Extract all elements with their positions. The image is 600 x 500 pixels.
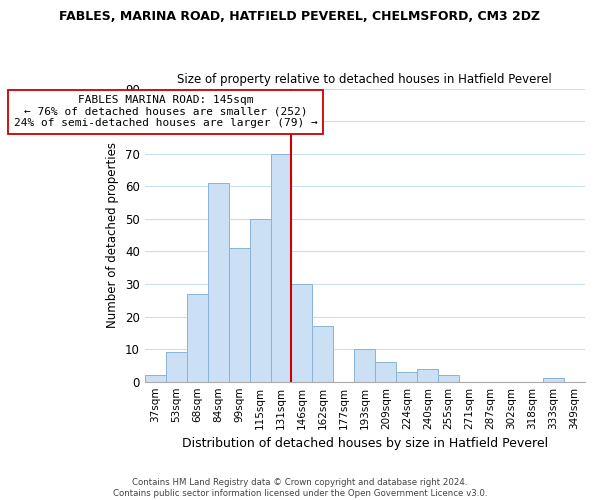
Bar — [397, 372, 417, 382]
Text: Contains HM Land Registry data © Crown copyright and database right 2024.
Contai: Contains HM Land Registry data © Crown c… — [113, 478, 487, 498]
Bar — [376, 362, 397, 382]
Bar — [271, 154, 292, 382]
Bar — [250, 219, 271, 382]
Bar — [187, 294, 208, 382]
Bar — [543, 378, 564, 382]
Bar — [417, 368, 438, 382]
Bar — [145, 375, 166, 382]
Text: FABLES MARINA ROAD: 145sqm
← 76% of detached houses are smaller (252)
24% of sem: FABLES MARINA ROAD: 145sqm ← 76% of deta… — [14, 95, 317, 128]
Bar — [229, 248, 250, 382]
Bar — [208, 183, 229, 382]
Bar — [355, 349, 376, 382]
X-axis label: Distribution of detached houses by size in Hatfield Peverel: Distribution of detached houses by size … — [182, 437, 548, 450]
Y-axis label: Number of detached properties: Number of detached properties — [106, 142, 119, 328]
Bar — [313, 326, 334, 382]
Title: Size of property relative to detached houses in Hatfield Peverel: Size of property relative to detached ho… — [178, 73, 552, 86]
Bar — [438, 375, 459, 382]
Bar — [166, 352, 187, 382]
Bar — [292, 284, 313, 382]
Text: FABLES, MARINA ROAD, HATFIELD PEVEREL, CHELMSFORD, CM3 2DZ: FABLES, MARINA ROAD, HATFIELD PEVEREL, C… — [59, 10, 541, 23]
